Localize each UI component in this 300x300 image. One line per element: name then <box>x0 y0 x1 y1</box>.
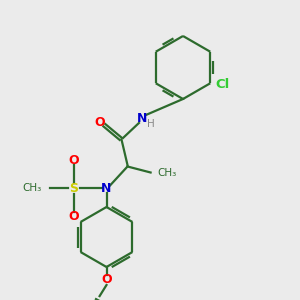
Text: O: O <box>68 209 79 223</box>
Text: O: O <box>68 154 79 167</box>
Text: O: O <box>94 116 105 129</box>
Text: Cl: Cl <box>216 78 230 91</box>
Text: N: N <box>137 112 148 125</box>
Text: S: S <box>69 182 78 195</box>
Text: CH₃: CH₃ <box>23 183 42 194</box>
Text: O: O <box>101 273 112 286</box>
Text: N: N <box>101 182 112 195</box>
Text: CH₃: CH₃ <box>158 167 177 178</box>
Text: H: H <box>147 119 155 129</box>
